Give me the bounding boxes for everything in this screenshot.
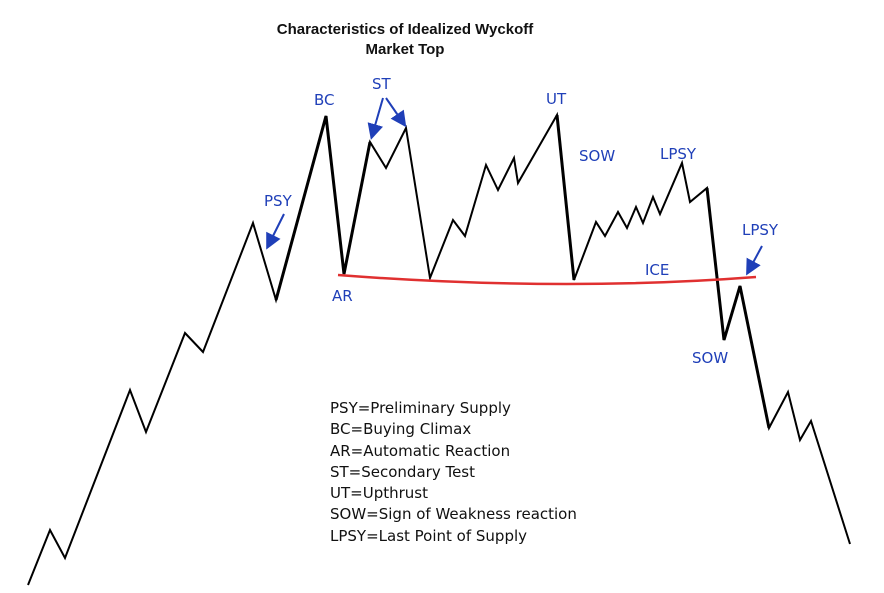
label-sow-upper: SOW — [579, 147, 616, 165]
st-arrow-left — [367, 97, 384, 140]
psy-arrow — [266, 213, 285, 250]
label-ut: UT — [546, 90, 567, 108]
title-line-2: Market Top — [365, 41, 445, 58]
legend-item-ut: UT=Upthrust — [330, 484, 428, 503]
bc-climax-leg — [274, 115, 372, 301]
label-bc: BC — [314, 91, 335, 109]
title-line-1: Characteristics of Idealized Wyckoff — [276, 21, 534, 38]
legend: PSY=Preliminary Supply BC=Buying Climax … — [330, 398, 577, 547]
label-lpsy-right: LPSY — [742, 221, 779, 239]
st-arrow-right — [385, 97, 407, 128]
markdown-leg — [705, 187, 771, 429]
ice-line — [337, 273, 757, 286]
label-st: ST — [372, 75, 391, 93]
legend-item-st: ST=Secondary Test — [330, 462, 475, 481]
legend-item-psy: PSY=Preliminary Supply — [330, 399, 511, 417]
lpsy-right-arrow — [746, 245, 763, 276]
label-ice: ICE — [645, 261, 670, 279]
legend-item-ar: AR=Automatic Reaction — [330, 441, 511, 460]
label-ar: AR — [332, 287, 353, 305]
legend-item-bc: BC=Buying Climax — [330, 420, 472, 439]
legend-item-lpsy: LPSY=Last Point of Supply — [330, 526, 528, 545]
label-sow-lower: SOW — [692, 349, 729, 367]
label-lpsy-upper: LPSY — [660, 145, 697, 163]
legend-item-sow: SOW=Sign of Weakness reaction — [330, 505, 577, 524]
label-psy: PSY — [264, 192, 292, 210]
ut-drop — [555, 114, 576, 281]
